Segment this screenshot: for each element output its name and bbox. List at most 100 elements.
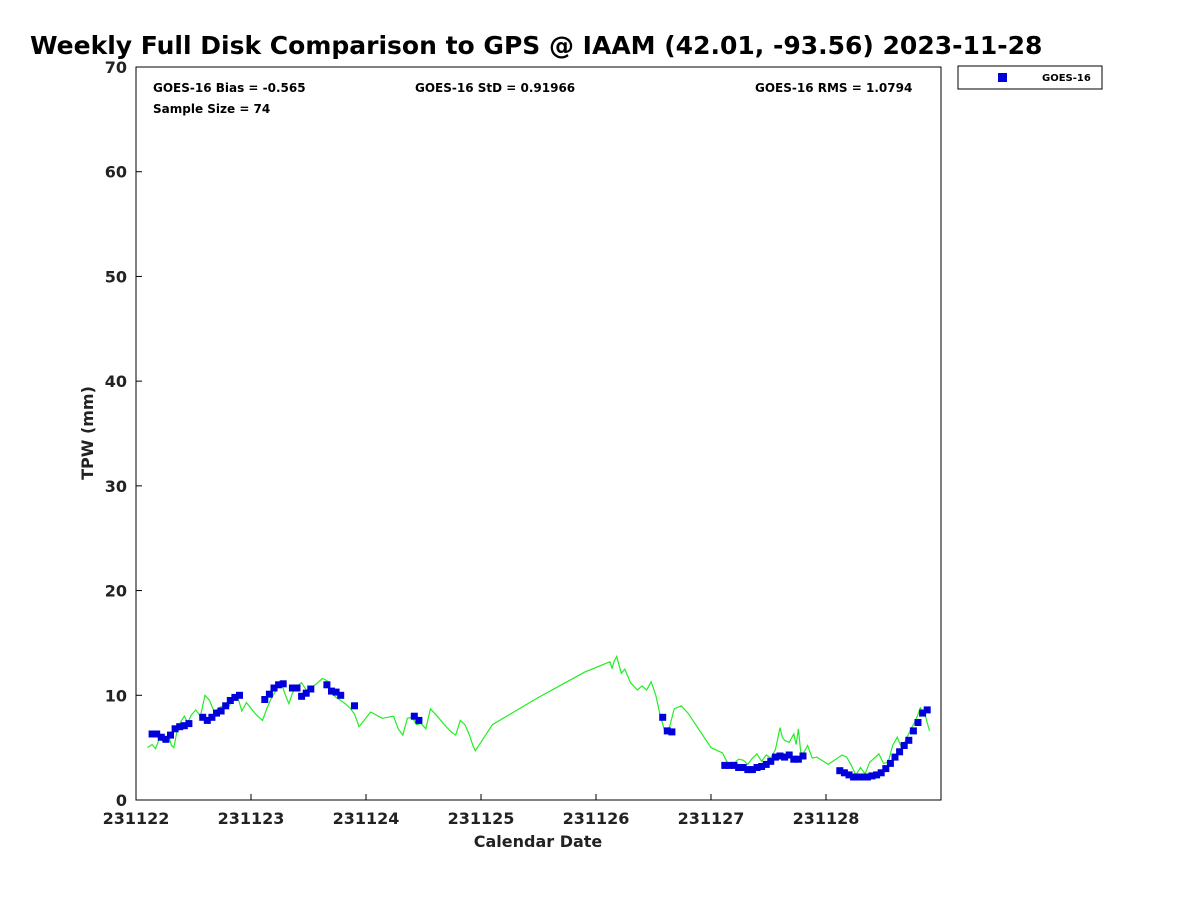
goes16-point xyxy=(213,709,220,717)
goes16-point xyxy=(171,725,179,733)
goes16-point xyxy=(771,753,779,761)
goes16-point xyxy=(877,769,885,777)
goes16-point xyxy=(668,728,676,736)
goes16-point xyxy=(767,757,775,765)
goes16-point xyxy=(909,727,917,735)
x-tick-label: 231123 xyxy=(218,809,285,828)
x-axis-ticks: 231122 231123 231124 231125 231126 231127 2311… xyxy=(103,794,860,828)
x-tick-label: 231124 xyxy=(333,809,400,828)
y-axis-ticks: 0 10 20 30 40 50 60 70 xyxy=(105,58,142,810)
goes16-point xyxy=(762,760,770,768)
goes16-point xyxy=(270,684,278,692)
goes16-point xyxy=(323,681,331,689)
goes16-point xyxy=(891,753,899,761)
goes16-point xyxy=(748,766,756,774)
goes16-point xyxy=(735,764,743,771)
goes16-point xyxy=(293,684,301,692)
y-tick-label: 40 xyxy=(105,372,127,391)
goes16-point xyxy=(185,720,193,728)
stat-std: GOES-16 StD = 0.91966 xyxy=(415,81,575,95)
chart-title: Weekly Full Disk Comparison to GPS @ IAA… xyxy=(30,31,1042,60)
goes16-point xyxy=(868,772,876,780)
goes16-point xyxy=(351,702,358,710)
goes16-point xyxy=(758,763,766,770)
stat-bias: GOES-16 Bias = -0.565 xyxy=(153,81,306,95)
goes16-point xyxy=(302,689,310,697)
goes16-point xyxy=(328,687,335,695)
goes16-point xyxy=(203,716,211,724)
x-axis-label: Calendar Date xyxy=(474,832,603,851)
goes16-point xyxy=(882,765,890,773)
goes16-point xyxy=(153,730,161,738)
goes16-point xyxy=(785,751,793,759)
goes16-point xyxy=(231,693,239,701)
goes16-point xyxy=(261,696,269,703)
goes16-point xyxy=(850,773,858,781)
goes16-point xyxy=(265,690,273,698)
x-tick-label: 231125 xyxy=(448,809,515,828)
goes16-point xyxy=(725,761,733,769)
goes16-point xyxy=(298,692,306,700)
goes16-point xyxy=(157,733,165,741)
goes16-point xyxy=(659,713,667,721)
y-tick-label: 0 xyxy=(116,791,127,810)
plot-frame xyxy=(135,66,942,801)
goes16-point xyxy=(794,755,802,763)
goes16-point xyxy=(744,766,752,774)
y-tick-label: 50 xyxy=(105,267,127,286)
y-tick-label: 30 xyxy=(105,477,127,496)
goes16-point xyxy=(790,755,798,763)
goes16-point xyxy=(217,707,225,715)
y-tick-label: 60 xyxy=(105,163,127,182)
goes16-point xyxy=(180,722,188,730)
x-tick-label: 231126 xyxy=(563,809,630,828)
x-tick-label: 231122 xyxy=(103,809,170,828)
goes16-point xyxy=(332,688,340,696)
goes16-point xyxy=(208,713,216,721)
legend-box xyxy=(957,65,1103,90)
goes16-point xyxy=(410,712,418,720)
legend-marker-goes16 xyxy=(998,73,1007,82)
goes16-point xyxy=(873,771,881,779)
y-axis-label: TPW (mm) xyxy=(78,386,97,480)
legend: GOES-16 xyxy=(957,65,1103,90)
x-tick-label: 231128 xyxy=(793,809,860,828)
goes16-point xyxy=(222,702,230,710)
goes16-point xyxy=(226,697,234,704)
series-layer xyxy=(147,654,931,781)
goes16-point xyxy=(415,716,423,724)
goes16-point xyxy=(781,753,789,761)
goes16-point xyxy=(905,736,913,744)
y-tick-label: 10 xyxy=(105,686,127,705)
goes16-point xyxy=(279,680,287,688)
goes16-point xyxy=(753,764,761,771)
goes16-point xyxy=(739,764,747,771)
goes16-point xyxy=(337,691,345,699)
goes16-point xyxy=(236,691,243,699)
goes16-point xyxy=(721,761,729,769)
goes16-point xyxy=(799,752,807,760)
goes16-point xyxy=(162,735,170,743)
goes16-point xyxy=(863,773,871,781)
goes16-point xyxy=(836,767,844,775)
goes16-point xyxy=(275,681,283,689)
goes16-point xyxy=(148,730,156,738)
goes16-point xyxy=(663,727,671,735)
goes16-point xyxy=(176,723,184,731)
stat-sample-size: Sample Size = 74 xyxy=(153,102,270,116)
goes16-point xyxy=(919,709,927,717)
goes16-point xyxy=(199,713,207,721)
goes16-point xyxy=(730,761,738,769)
goes16-point xyxy=(288,684,296,692)
goes16-point xyxy=(307,685,315,693)
goes16-point xyxy=(167,731,174,739)
y-tick-label: 70 xyxy=(105,58,127,77)
goes16-point xyxy=(776,752,784,760)
goes16-point xyxy=(845,771,853,779)
x-tick-label: 231127 xyxy=(678,809,745,828)
goes16-point xyxy=(854,773,862,781)
goes16-point xyxy=(896,748,904,756)
stat-rms: GOES-16 RMS = 1.0794 xyxy=(755,81,912,95)
goes16-point xyxy=(914,719,922,726)
